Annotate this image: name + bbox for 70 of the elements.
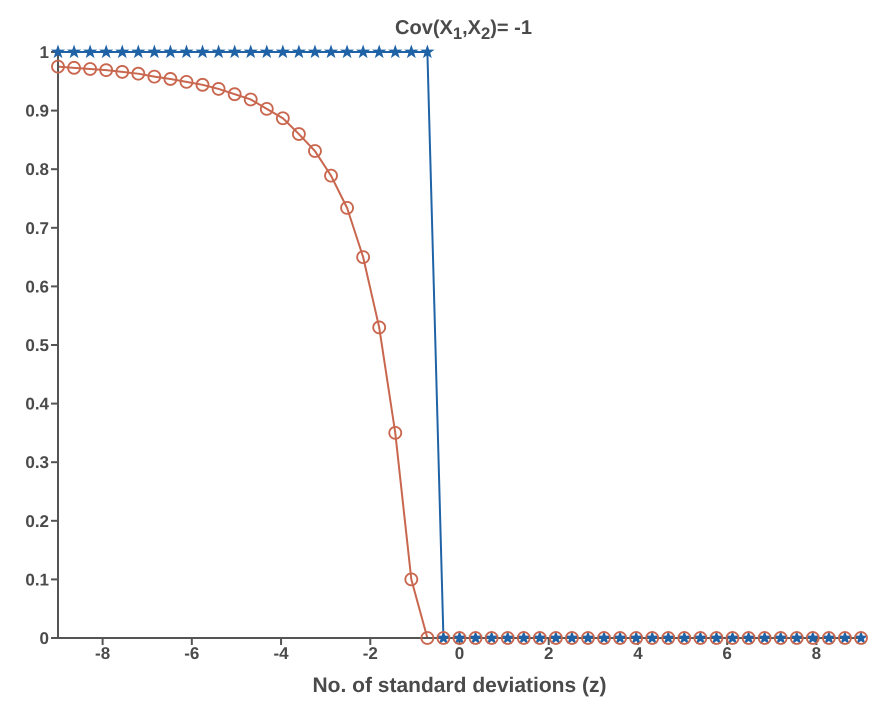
point [244, 92, 258, 106]
point [388, 426, 402, 440]
y-tick-label: 0.1 [25, 570, 49, 590]
point [50, 44, 66, 58]
point [244, 44, 258, 58]
x-tick-label: -8 [95, 644, 110, 664]
x-tick-label: 6 [722, 644, 732, 664]
y-tick-label: 1 [40, 43, 49, 62]
point [115, 44, 130, 58]
y-tick-label: 0.2 [25, 512, 49, 531]
x-tick-label: -4 [273, 644, 290, 664]
point [388, 44, 402, 58]
point [228, 44, 242, 58]
x-tick-label: 2 [544, 644, 554, 664]
point [308, 44, 322, 58]
y-tick-label: 0.9 [25, 102, 49, 121]
point [372, 44, 386, 58]
y-tick-label: 0.4 [25, 394, 50, 414]
point [340, 44, 354, 58]
x-tick-label: 8 [812, 644, 822, 664]
point [147, 44, 162, 58]
point [292, 127, 306, 141]
point [131, 66, 146, 81]
y-tick-label: 0.5 [25, 336, 49, 356]
point [372, 320, 386, 334]
point [163, 44, 178, 58]
point [83, 62, 98, 76]
y-tick-label: 0.6 [25, 277, 49, 296]
x-tick-label: -2 [362, 644, 378, 664]
y-tick-label: 0.7 [25, 218, 49, 238]
point [260, 102, 274, 116]
x-tick-label: 0 [454, 644, 464, 664]
point [180, 74, 194, 89]
point [51, 60, 65, 74]
x-tick-label: 4 [633, 644, 644, 664]
point [164, 72, 178, 86]
point [66, 44, 82, 58]
point [99, 44, 114, 58]
point [420, 44, 435, 58]
point [420, 631, 434, 645]
point [340, 200, 354, 215]
point [147, 70, 162, 84]
point [67, 60, 81, 75]
point [115, 65, 130, 79]
point [276, 111, 290, 126]
y-tick-label: 0.3 [25, 453, 49, 472]
point [324, 168, 338, 183]
point [356, 44, 370, 58]
point [179, 44, 194, 58]
point [131, 44, 146, 58]
point [276, 44, 290, 58]
x-tick-label: -6 [184, 644, 200, 664]
point [356, 250, 370, 264]
point [324, 44, 338, 58]
point [404, 44, 418, 58]
point [404, 572, 418, 586]
point [260, 44, 274, 58]
y-tick-label: 0.8 [25, 160, 49, 180]
point [211, 44, 226, 58]
point [212, 82, 226, 96]
point [82, 44, 98, 58]
point [292, 44, 306, 58]
point [228, 87, 242, 102]
point [195, 44, 210, 58]
point [99, 63, 114, 78]
point [308, 144, 322, 158]
y-tick-label: 0 [40, 629, 49, 648]
x-axis-title: No. of standard deviations (z) [312, 674, 607, 697]
point [196, 78, 210, 92]
chart-title: Cov(X$_{1}$,X$_{2}$)= -1 [395, 17, 532, 43]
